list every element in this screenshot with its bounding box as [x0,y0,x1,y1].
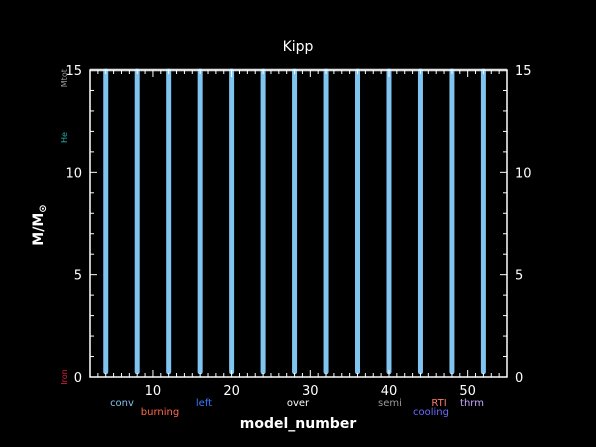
x-tick-label: 50 [459,384,476,399]
y-tick-label-right: 10 [515,166,532,181]
legend-entry-semi: semi [378,398,402,409]
y-axis-label-main: M/M [31,213,47,246]
legend-entry-RTI: RTI [431,398,446,409]
x-tick-label: 40 [381,384,398,399]
y-tick-label-left: 5 [74,269,82,284]
y-tick-label-left: 10 [65,166,82,181]
x-tick-label: 30 [302,384,319,399]
left-label: Mtot [60,69,69,87]
y-tick-label-left: 0 [74,371,82,386]
y-tick-label-right: 5 [515,269,523,284]
left-label: He [60,132,69,143]
legend-entry-conv: conv [110,398,134,409]
legend-entry-left: left [196,398,212,409]
plot-frame [89,69,508,378]
y-tick-label-right: 15 [515,64,532,79]
y-axis-label-sub: ⊙ [38,204,49,212]
legend-entry-cooling: cooling [413,407,449,418]
x-tick-label: 20 [223,384,240,399]
y-tick-label-right: 0 [515,371,523,386]
x-tick-label: 10 [145,384,162,399]
y-tick-label-left: 15 [65,64,82,79]
legend-entry-over: over [287,398,310,409]
x-axis-label: model_number [240,416,357,432]
legend-entry-thrm: thrm [460,398,484,409]
bars-layer [90,68,507,375]
y-axis-label: M/M⊙ [31,204,49,245]
legend-entry-burning: burning [141,407,179,418]
left-label: Iron [60,369,69,384]
chart-title: Kipp [283,39,314,55]
